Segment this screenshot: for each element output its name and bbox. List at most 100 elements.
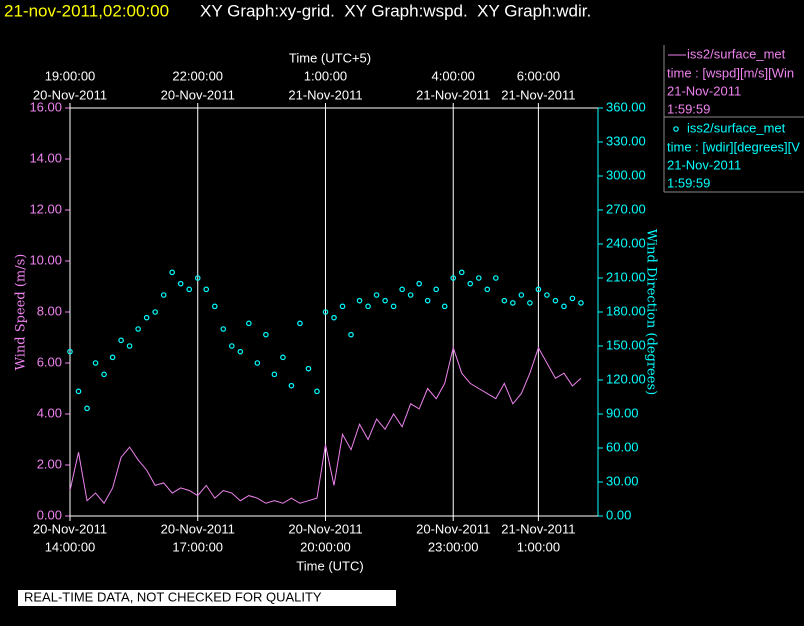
y2-tick-label: 330.00 (606, 133, 646, 148)
x-tick-label: 20:00:00 (300, 539, 351, 554)
y-tick-label: 12.00 (29, 201, 62, 216)
legend-detail: time : [wspd][m/s][Win (667, 65, 794, 80)
y-tick-label: 14.00 (29, 150, 62, 165)
direction-point (399, 286, 405, 293)
direction-point (331, 314, 337, 321)
direction-point (552, 297, 559, 304)
y-tick-label: 2.00 (37, 456, 62, 471)
x2-tick-label: 4:00:00 (432, 68, 475, 83)
direction-point (356, 297, 363, 304)
direction-point (160, 292, 167, 298)
direction-point (254, 360, 261, 366)
direction-point (186, 286, 193, 293)
direction-point (220, 326, 227, 332)
y-tick-label: 0.00 (37, 507, 62, 522)
direction-point (75, 388, 82, 395)
x-tick-label: 23:00:00 (428, 539, 479, 554)
direction-point (288, 382, 295, 389)
y-tick-label: 8.00 (37, 303, 62, 318)
legend-detail: 21-Nov-2011 (667, 157, 741, 172)
x-tick-label: 14:00:00 (45, 539, 96, 554)
direction-point (390, 303, 397, 310)
direction-point (280, 354, 286, 361)
direction-point (263, 331, 269, 338)
x2-tick-label: 19:00:00 (45, 68, 96, 83)
legend-detail: 21-Nov-2011 (667, 83, 741, 98)
y2-tick-label: 270.00 (606, 201, 646, 216)
direction-point (314, 388, 320, 395)
direction-point (518, 292, 525, 298)
x-tick-label: 20-Nov-2011 (416, 521, 490, 536)
legend-detail: time : [wdir][degrees][V (667, 139, 800, 154)
x2-tick-label: 21-Nov-2011 (288, 87, 362, 102)
x2-tick-label: 21-Nov-2011 (416, 87, 490, 102)
direction-point (510, 300, 516, 306)
direction-point (475, 275, 482, 281)
x-tick-label: 20-Nov-2011 (288, 521, 362, 536)
direction-point (458, 269, 465, 276)
direction-point (382, 297, 388, 304)
direction-point (101, 371, 107, 378)
y2-tick-label: 180.00 (606, 303, 646, 318)
y2-tick-label: 240.00 (606, 235, 646, 250)
x2-axis-label: Time (UTC+5) (289, 50, 371, 65)
x-tick-label: 17:00:00 (172, 539, 223, 554)
direction-point (527, 300, 533, 306)
footer: REAL-TIME DATA, NOT CHECKED FOR QUALITY (24, 589, 322, 604)
y2-tick-label: 0.00 (606, 507, 631, 522)
direction-point (67, 348, 73, 355)
direction-point (177, 280, 184, 287)
legend-detail: 1:59:59 (667, 175, 710, 190)
direction-point (365, 303, 371, 310)
legend-label: iss2/surface_met (687, 46, 786, 61)
y2-tick-label: 210.00 (606, 269, 646, 284)
direction-point (126, 343, 133, 349)
x-tick-label: 21-Nov-2011 (501, 521, 575, 536)
x-tick-label: 20-Nov-2011 (33, 521, 107, 536)
direction-point (416, 280, 422, 287)
x-tick-label: 1:00:00 (517, 539, 560, 554)
y2-tick-label: 90.00 (606, 405, 639, 420)
direction-point (373, 292, 380, 298)
timestamp: 21-nov-2011,02:00:00 (4, 1, 169, 20)
legend-detail: 1:59:59 (667, 101, 710, 116)
direction-point (578, 300, 584, 306)
direction-point (203, 286, 210, 293)
direction-point (211, 303, 218, 310)
x2-tick-label: 22:00:00 (172, 68, 223, 83)
direction-point (143, 314, 150, 321)
y-tick-label: 16.00 (29, 99, 62, 114)
chart-title: XY Graph:xy-grid. XY Graph:wspd. XY Grap… (200, 1, 591, 20)
y2-tick-label: 360.00 (606, 99, 646, 114)
direction-point (169, 269, 175, 276)
direction-point (322, 309, 329, 315)
direction-point (535, 286, 542, 293)
direction-point (84, 405, 90, 412)
x2-tick-label: 1:00:00 (304, 68, 347, 83)
y2-tick-label: 60.00 (606, 439, 639, 454)
direction-point (305, 365, 312, 372)
y2-tick-label: 120.00 (606, 371, 646, 386)
x2-tick-label: 20-Nov-2011 (33, 87, 107, 102)
x-axis-label: Time (UTC) (296, 558, 363, 573)
direction-point (348, 331, 354, 338)
direction-point (467, 280, 474, 287)
y-axis-label: Wind Speed (m/s) (14, 254, 29, 371)
footer-box (18, 590, 396, 606)
direction-point (544, 292, 550, 298)
direction-point (441, 303, 448, 310)
direction-point (339, 303, 346, 310)
direction-point (246, 320, 252, 327)
direction-point (194, 275, 201, 281)
y-tick-label: 6.00 (37, 354, 62, 369)
direction-point (450, 275, 457, 281)
direction-point (569, 295, 576, 302)
y2-tick-label: 30.00 (606, 473, 639, 488)
direction-point (152, 309, 158, 315)
legend-swatch (673, 126, 679, 132)
direction-point (135, 326, 141, 332)
direction-point (297, 320, 303, 327)
legend-label: iss2/surface_met (687, 120, 786, 135)
